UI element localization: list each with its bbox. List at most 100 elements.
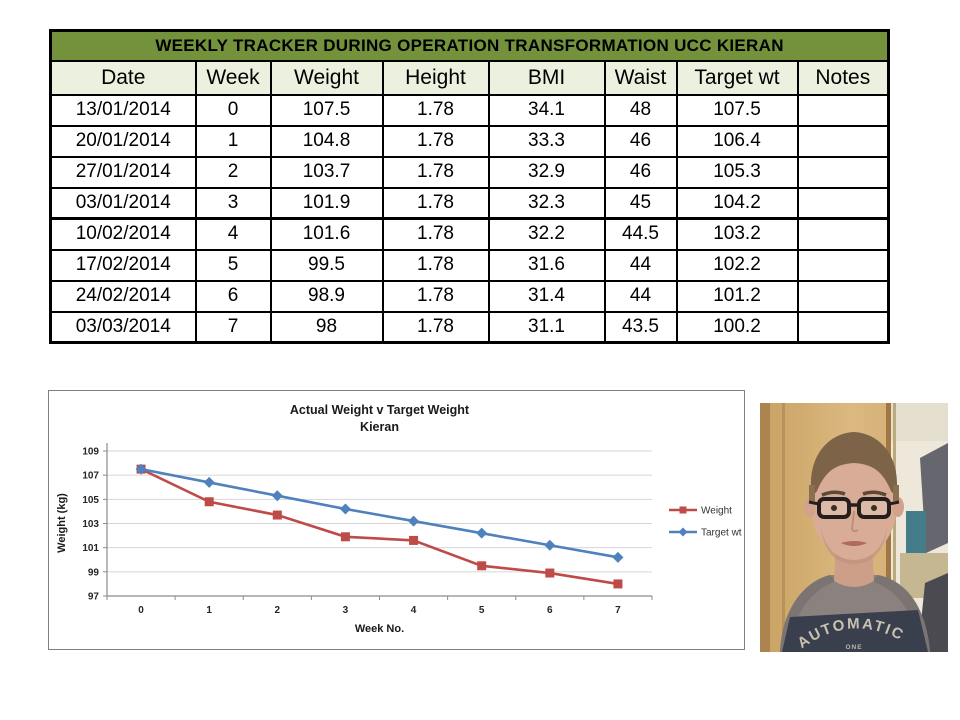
- x-tick-label: 2: [275, 605, 281, 616]
- table-cell: 10/02/2014: [49, 217, 197, 251]
- table-row: 13/01/2014 0 107.5 1.78 34.1 48 107.5: [49, 93, 890, 127]
- y-tick-label: 101: [82, 543, 99, 554]
- marker-square: [679, 506, 687, 514]
- chart-title-line2: Kieran: [360, 420, 399, 434]
- table-cell: [796, 124, 890, 158]
- x-tick-label: 6: [547, 605, 553, 616]
- table-cell: 1.78: [381, 93, 490, 127]
- x-tick-label: 0: [138, 605, 144, 616]
- table-cell: 1.78: [381, 248, 490, 282]
- table-cell: 34.1: [487, 93, 606, 127]
- table-body: 13/01/2014 0 107.5 1.78 34.1 48 107.5 20/01/201…: [49, 93, 890, 344]
- column-header: Height: [381, 59, 490, 96]
- table-cell: 98.9: [269, 279, 384, 313]
- table-title: WEEKLY TRACKER DURING OPERATION TRANSFOR…: [49, 29, 890, 62]
- table-cell: 44: [603, 279, 678, 313]
- table-cell: 1.78: [381, 279, 490, 313]
- marker-diamond: [612, 551, 624, 563]
- table-cell: 03/01/2014: [49, 186, 197, 220]
- marker-square: [477, 561, 487, 571]
- column-header: Target wt: [675, 59, 799, 96]
- table-cell: 44: [603, 248, 678, 282]
- tracker-table: WEEKLY TRACKER DURING OPERATION TRANSFOR…: [49, 29, 891, 344]
- nose: [850, 510, 859, 533]
- y-tick-label: 97: [88, 592, 100, 603]
- glasses: [808, 497, 900, 519]
- table-cell: 1.78: [381, 217, 490, 251]
- table-cell: 13/01/2014: [49, 93, 197, 127]
- x-tick-label: 3: [343, 605, 349, 616]
- table-cell: 107.5: [269, 93, 384, 127]
- x-tick-label: 5: [479, 605, 485, 616]
- table-cell: 101.9: [269, 186, 384, 220]
- table-row: 20/01/2014 1 104.8 1.78 33.3 46 106.4: [49, 124, 890, 158]
- column-header: Waist: [603, 59, 678, 96]
- table-cell: 103.2: [675, 217, 799, 251]
- table-row: 03/03/2014 7 98 1.78 31.1 43.5 100.2: [49, 310, 890, 344]
- column-header: Week: [194, 59, 272, 96]
- y-tick-label: 103: [82, 519, 99, 530]
- table-cell: 1: [194, 124, 272, 158]
- door-seam: [782, 403, 785, 652]
- table-cell: [796, 248, 890, 282]
- y-tick-label: 99: [88, 567, 100, 578]
- table-cell: 104.2: [675, 186, 799, 220]
- table-cell: 32.9: [487, 155, 606, 189]
- marker-square: [409, 535, 419, 545]
- legend-label: Target wt: [701, 528, 742, 539]
- marker-square: [613, 579, 623, 589]
- y-axis-title: Weight (kg): [56, 493, 68, 553]
- table-cell: 0: [194, 93, 272, 127]
- weight-chart-frame: 97 99 101 103 105 107 109 0 1 2 3 4 5 6 7 Actual Weight…: [48, 390, 745, 650]
- table-cell: 03/03/2014: [49, 310, 197, 344]
- x-tick-label: 1: [206, 605, 212, 616]
- table-cell: 100.2: [675, 310, 799, 344]
- marker-diamond: [678, 527, 688, 537]
- table-cell: 7: [194, 310, 272, 344]
- marker-square: [272, 510, 282, 520]
- shirt-small-text: ONE: [845, 644, 862, 651]
- table-cell: 1.78: [381, 186, 490, 220]
- mouth: [841, 541, 867, 546]
- table-row: 24/02/2014 6 98.9 1.78 31.4 44 101.2: [49, 279, 890, 313]
- left-eye: [831, 505, 837, 511]
- y-tick-label: 109: [82, 447, 99, 458]
- table-cell: 101.2: [675, 279, 799, 313]
- table-cell: 24/02/2014: [49, 279, 197, 313]
- marker-diamond: [408, 515, 420, 527]
- table-cell: [796, 279, 890, 313]
- table-cell: 1.78: [381, 310, 490, 344]
- hair: [810, 432, 898, 494]
- table-cell: 106.4: [675, 124, 799, 158]
- marker-square: [545, 568, 555, 578]
- marker-diamond: [476, 527, 488, 539]
- marker-diamond: [544, 539, 556, 551]
- table-row: 10/02/2014 4 101.6 1.78 32.2 44.5 103.2: [49, 217, 890, 251]
- weight-line-chart: 97 99 101 103 105 107 109 0 1 2 3 4 5 6 7 Actual Weight…: [56, 403, 742, 635]
- right-eyebrow: [862, 490, 887, 497]
- table-cell: 98: [269, 310, 384, 344]
- table-cell: 43.5: [603, 310, 678, 344]
- chart-title-line1: Actual Weight v Target Weight: [290, 403, 470, 417]
- x-tick-label: 4: [411, 605, 417, 616]
- table-cell: 32.3: [487, 186, 606, 220]
- series-line-target-wt: [140, 467, 619, 559]
- table-cell: 31.6: [487, 248, 606, 282]
- table-row: 27/01/2014 2 103.7 1.78 32.9 46 105.3: [49, 155, 890, 189]
- y-tick-label: 107: [82, 471, 99, 482]
- column-header: Weight: [269, 59, 384, 96]
- table-row: 17/02/2014 5 99.5 1.78 31.6 44 102.2: [49, 248, 890, 282]
- column-header: Notes: [796, 59, 890, 96]
- table-cell: 46: [603, 124, 678, 158]
- table-cell: 4: [194, 217, 272, 251]
- table-title-row: WEEKLY TRACKER DURING OPERATION TRANSFOR…: [49, 29, 890, 62]
- table-cell: 104.8: [269, 124, 384, 158]
- left-eyebrow: [821, 490, 846, 497]
- marker-diamond: [135, 463, 147, 475]
- table-cell: 103.7: [269, 155, 384, 189]
- table-cell: 33.3: [487, 124, 606, 158]
- table-row: 03/01/2014 3 101.9 1.78 32.3 45 104.2: [49, 186, 890, 220]
- legend-label: Weight: [701, 506, 732, 517]
- marker-diamond: [271, 490, 283, 502]
